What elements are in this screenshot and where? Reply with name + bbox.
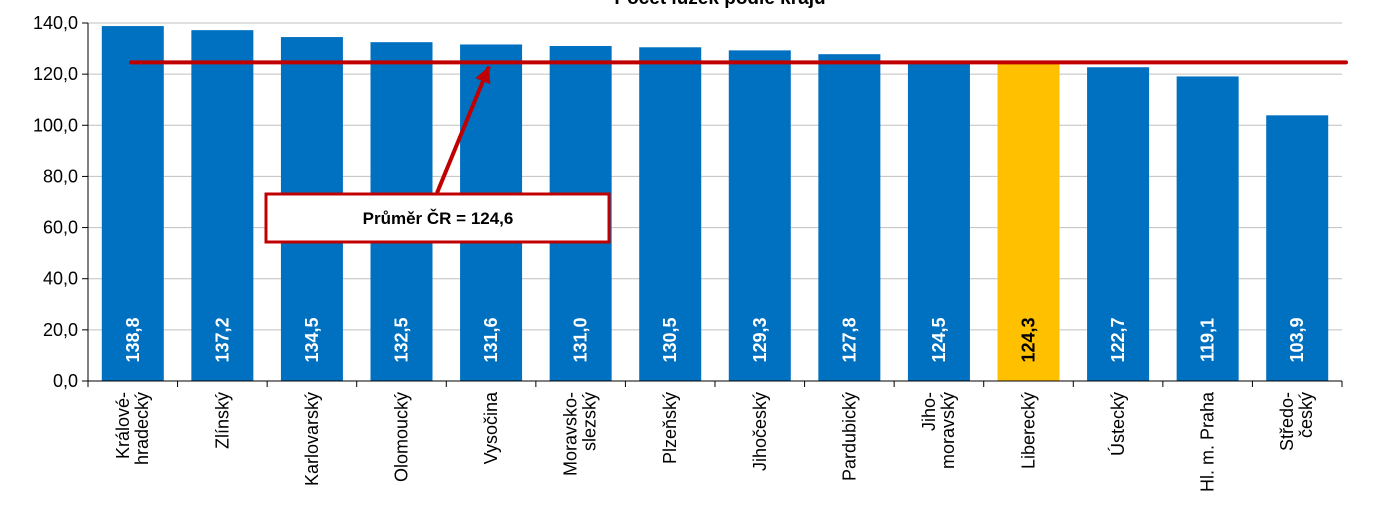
category-label: Ústecký bbox=[1107, 392, 1128, 456]
bar bbox=[728, 50, 791, 382]
y-tick-label: 100,0 bbox=[33, 115, 78, 135]
y-tick-label: 140,0 bbox=[33, 13, 78, 33]
bar bbox=[1266, 115, 1329, 381]
bar bbox=[997, 63, 1060, 381]
bar-value-label: 134,5 bbox=[302, 317, 322, 362]
category-label: Karlovarský bbox=[302, 392, 322, 486]
y-tick-label: 60,0 bbox=[43, 218, 78, 238]
bar bbox=[101, 26, 164, 381]
bar bbox=[1176, 76, 1239, 382]
category-label: Králové-hradecký bbox=[113, 392, 152, 465]
bar bbox=[818, 54, 881, 381]
category-label: Liberecký bbox=[1019, 392, 1039, 469]
category-label: Pardubický bbox=[839, 392, 859, 481]
bar-value-label: 124,3 bbox=[1019, 317, 1039, 362]
bar-value-label: 103,9 bbox=[1287, 317, 1307, 362]
bar-value-label: 132,5 bbox=[392, 317, 412, 362]
bar-value-label: 122,7 bbox=[1108, 317, 1128, 362]
y-tick-label: 20,0 bbox=[43, 320, 78, 340]
y-tick-label: 120,0 bbox=[33, 64, 78, 84]
bar bbox=[1087, 67, 1150, 381]
category-label: Zlínský bbox=[212, 392, 232, 449]
bar bbox=[639, 47, 702, 382]
category-label: Moravsko-slezský bbox=[561, 392, 600, 476]
y-tick-label: 0,0 bbox=[53, 371, 78, 391]
category-label: Olomoucký bbox=[392, 392, 412, 482]
bar-value-label: 127,8 bbox=[839, 317, 859, 362]
bar bbox=[907, 62, 970, 382]
category-label: Hl. m. Praha bbox=[1198, 391, 1218, 492]
bar-value-label: 137,2 bbox=[212, 317, 232, 362]
category-label: Jiho-moravský bbox=[919, 392, 958, 469]
category-label: Vysočina bbox=[481, 391, 501, 464]
category-label: Plzeňský bbox=[660, 392, 680, 464]
bar-value-label: 119,1 bbox=[1198, 318, 1218, 362]
bar-value-label: 130,5 bbox=[660, 317, 680, 362]
y-tick-label: 80,0 bbox=[43, 166, 78, 186]
average-arrow bbox=[435, 65, 491, 194]
bar-value-label: 124,5 bbox=[929, 317, 949, 362]
category-label: Jihočeský bbox=[750, 392, 770, 471]
bar-value-label: 129,3 bbox=[750, 317, 770, 362]
average-arrow-head bbox=[475, 66, 491, 85]
chart-title: Počet lůžek podle krajů bbox=[614, 0, 825, 9]
average-callout-label: Průměr ČR = 124,6 bbox=[363, 209, 514, 228]
bar-value-label: 138,8 bbox=[123, 317, 143, 362]
bar-value-label: 131,0 bbox=[571, 317, 591, 362]
bar bbox=[191, 30, 254, 381]
y-tick-label: 40,0 bbox=[43, 269, 78, 289]
category-label: Středo-český bbox=[1277, 392, 1316, 451]
average-callout-box bbox=[264, 192, 611, 244]
bar-value-label: 131,6 bbox=[481, 317, 501, 362]
